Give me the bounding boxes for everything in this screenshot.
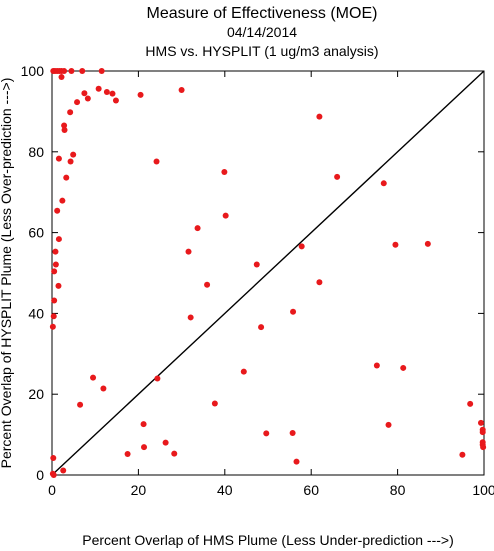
data-point: [154, 375, 161, 382]
data-point: [84, 95, 91, 102]
data-point: [79, 68, 86, 74]
tick-labels: 0 20 40 60 80 100 0 20 40 60 80 100: [21, 63, 494, 498]
data-point: [112, 97, 119, 104]
x-tick-label: 40: [217, 482, 233, 498]
data-point: [204, 281, 211, 288]
data-point: [60, 467, 67, 474]
reference-line-one-to-one: [51, 70, 485, 476]
data-point: [63, 174, 70, 181]
data-point: [50, 472, 57, 478]
data-point: [54, 207, 61, 214]
y-tick-label: 20: [28, 386, 44, 402]
data-point: [59, 197, 66, 204]
y-tick-label: 100: [21, 63, 45, 79]
data-point: [77, 401, 84, 408]
data-point: [373, 362, 380, 369]
data-point: [74, 99, 81, 106]
data-point: [293, 458, 300, 465]
data-point: [400, 364, 407, 371]
data-point: [334, 173, 341, 180]
x-tick-label: 60: [303, 482, 319, 498]
data-point: [70, 151, 77, 158]
data-point: [289, 429, 296, 436]
data-point: [55, 236, 62, 243]
data-point: [124, 450, 131, 457]
chart-subtitle: HMS vs. HYSPLIT (1 ug/m3 analysis): [145, 43, 378, 59]
data-point: [137, 91, 144, 98]
x-axis-title: Percent Overlap of HMS Plume (Less Under…: [82, 532, 454, 548]
y-axis-title: Percent Overlap of HYSPLIT Plume (Less O…: [0, 78, 14, 469]
data-point: [49, 323, 56, 330]
data-point: [185, 248, 192, 255]
data-point: [67, 109, 74, 116]
data-point: [55, 155, 62, 162]
data-point: [424, 240, 431, 247]
data-point: [153, 158, 160, 165]
data-point: [258, 324, 265, 331]
y-tick-label: 40: [28, 305, 44, 321]
data-point: [222, 212, 229, 219]
data-point: [100, 385, 107, 392]
data-point: [90, 374, 97, 381]
data-point: [61, 68, 68, 74]
data-point: [162, 439, 169, 446]
chart-title: Measure of Effectiveness (MOE): [147, 5, 378, 22]
data-point: [68, 68, 75, 74]
x-tick-label: 80: [390, 482, 406, 498]
data-point: [61, 126, 68, 133]
data-point: [221, 169, 228, 175]
y-tick-label: 0: [36, 467, 44, 483]
data-point: [263, 430, 270, 437]
data-point: [385, 421, 392, 428]
data-point: [380, 180, 387, 187]
data-point: [50, 313, 57, 320]
data-point: [211, 400, 218, 407]
data-point: [103, 89, 110, 96]
data-point: [50, 455, 57, 462]
data-point: [109, 90, 116, 97]
data-point: [480, 444, 487, 451]
data-point: [141, 444, 148, 451]
data-point: [52, 248, 59, 255]
data-point: [316, 279, 323, 286]
data-point: [61, 122, 68, 129]
x-tick-label: 100: [472, 482, 494, 498]
data-point: [479, 429, 486, 436]
data-point: [98, 68, 105, 74]
data-points: [49, 68, 487, 478]
data-point: [178, 86, 185, 93]
data-point: [81, 90, 88, 97]
data-point: [253, 261, 260, 268]
data-point: [171, 450, 178, 457]
data-point: [58, 74, 65, 81]
data-point: [240, 368, 247, 375]
data-point: [467, 400, 474, 407]
data-point: [392, 241, 399, 248]
data-point: [51, 297, 58, 304]
data-point: [477, 419, 484, 426]
x-tick-label: 20: [131, 482, 147, 498]
data-point: [194, 225, 201, 232]
data-point: [290, 308, 297, 315]
chart-date: 04/14/2014: [227, 24, 297, 40]
data-point: [459, 451, 466, 458]
y-tick-label: 60: [28, 225, 44, 241]
data-point: [140, 421, 147, 428]
data-point: [67, 158, 74, 165]
y-tick-label: 80: [28, 144, 44, 160]
data-point: [52, 261, 59, 268]
data-point: [187, 314, 194, 321]
data-point: [55, 282, 62, 289]
data-point: [95, 85, 102, 92]
data-point: [298, 243, 305, 250]
x-tick-label: 0: [48, 482, 56, 498]
data-point: [316, 113, 323, 120]
data-point: [51, 268, 58, 275]
